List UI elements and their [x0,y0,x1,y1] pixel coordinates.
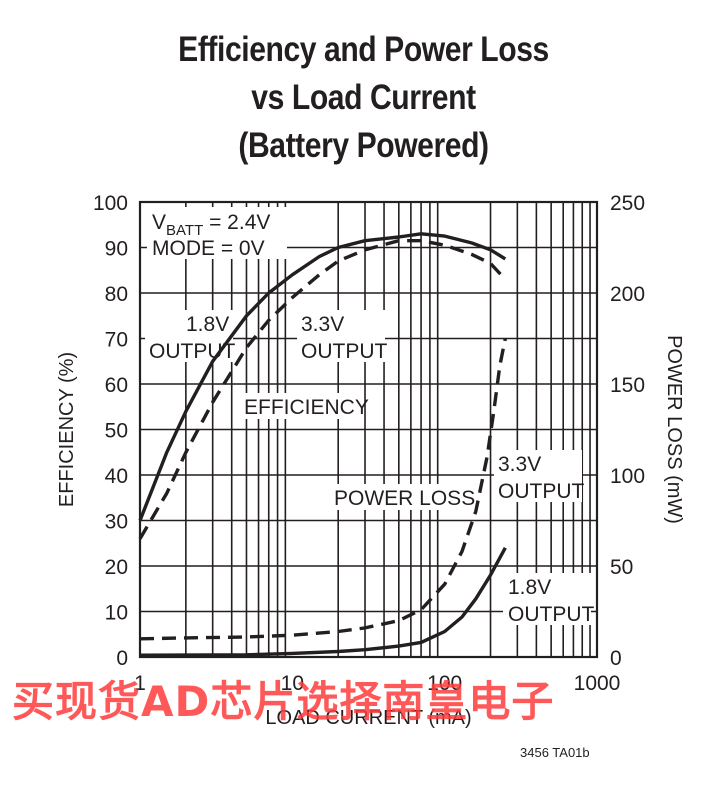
x-tick-label: 1 [134,672,146,695]
annotation-box [503,573,591,625]
annotation-eff-18v-output: OUTPUT [149,340,236,363]
efficiency-series-solid [138,232,507,522]
annotation-box [147,207,287,259]
y-left-tick-label: 10 [105,602,128,625]
annotation-power-loss: POWER LOSS [334,487,475,510]
annotation-box [494,450,582,502]
x-axis-label: LOAD CURRENT (mA) [265,707,471,729]
condition-mode: MODE = 0V [152,237,265,260]
power-loss-series-dashed [139,338,507,641]
annotation-box [297,310,385,362]
annotation-pl-18v: 1.8V [508,576,551,599]
y-left-tick-label: 80 [105,283,128,306]
annotation-box [240,393,362,419]
watermark-banner: 买现货AD芯片选择南皇电子 [12,677,555,726]
efficiency-series-dashed [138,239,507,540]
x-tick-label: 10 [281,672,304,695]
y-left-tick-label: 100 [93,192,128,215]
chart-title-line-2: vs Load Current [251,78,476,117]
x-tick-label: 1000 [574,672,621,695]
annotation-eff-33v-output: OUTPUT [301,340,388,363]
condition-vbatt: VBATT = 2.4V [152,211,270,239]
y-left-tick-label: 50 [105,420,128,443]
y-left-tick-label: 30 [105,511,128,534]
y-left-tick-label: 90 [105,238,128,261]
chart-title-line-1: Efficiency and Power Loss [178,30,549,69]
y-left-axis-label: EFFICIENCY (%) [56,352,78,507]
power-loss-series-solid [139,546,507,657]
figure-code: 3456 TA01b [520,745,590,760]
annotation-eff-33v: 3.3V [301,313,344,336]
chart-title-line-3: (Battery Powered) [238,126,489,165]
y-left-tick-label: 60 [105,374,128,397]
y-right-tick-label: 150 [610,374,645,397]
y-left-tick-label: 40 [105,465,128,488]
annotation-pl-33v: 3.3V [498,453,541,476]
y-right-tick-label: 200 [610,283,645,306]
y-right-tick-label: 50 [610,556,633,579]
plot-frame [138,200,599,659]
annotation-box [330,484,470,510]
y-right-tick-label: 0 [610,647,622,670]
y-right-tick-label: 100 [610,465,645,488]
annotation-eff-18v: 1.8V [186,313,229,336]
x-tick-label: 100 [427,672,462,695]
y-right-tick-label: 250 [610,192,645,215]
y-right-axis-label: POWER LOSS (mW) [663,335,685,524]
annotation-efficiency: EFFICIENCY [244,396,369,419]
annotation-pl-18v-output: OUTPUT [508,603,595,626]
y-left-tick-label: 20 [105,556,128,579]
annotation-pl-33v-output: OUTPUT [498,480,585,503]
y-left-tick-label: 70 [105,329,128,352]
y-left-tick-label: 0 [116,647,128,670]
